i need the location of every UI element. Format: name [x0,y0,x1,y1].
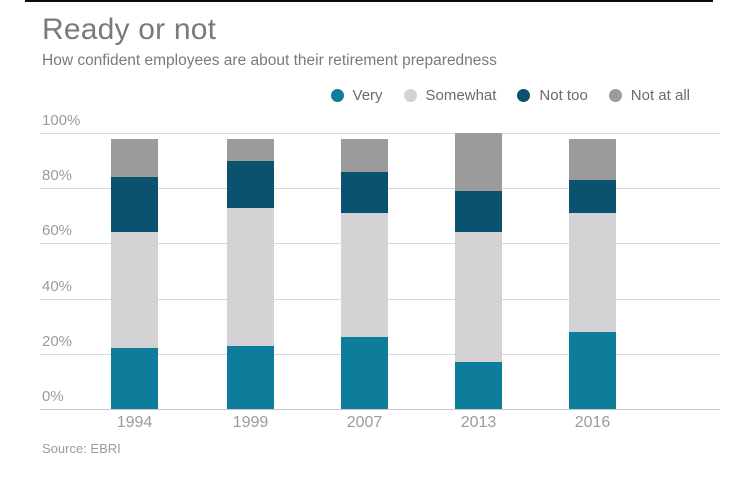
bar-segment-1994-not-too [111,177,158,233]
bar-segment-2016-not-at-all [569,138,616,180]
bar-segment-1999-not-too [227,160,274,208]
source-note: Source: EBRI [42,441,121,456]
y-tick-label-40: 40% [42,277,73,295]
bar-segment-1994-not-at-all [111,138,158,178]
legend-label: Not too [539,87,588,104]
bar-segment-1999-somewhat [227,207,274,346]
y-tick-label-60: 60% [42,222,73,240]
bar-segment-2016-somewhat [569,213,616,332]
chart-title: Ready or not [42,13,217,46]
x-tick-label-2007: 2007 [346,414,383,431]
bar-segment-2007-very [341,337,388,409]
legend-item-very: Very [330,87,383,104]
y-tick-label-20: 20% [42,332,73,350]
legend-item-not-too: Not too [517,87,588,104]
y-tick-label-0: 0% [42,388,64,405]
legend-item-somewhat: Somewhat [403,87,497,104]
legend-item-not-at-all: Not at all [608,87,690,104]
legend-label: Not at all [630,87,690,104]
bar-segment-1994-somewhat [111,232,158,349]
bar-segment-2013-somewhat [455,232,502,363]
x-tick-label-2016: 2016 [574,414,611,431]
bar-segment-2007-not-too [341,171,388,214]
legend-label: Very [352,87,383,104]
x-axis: 1994 1999 2007 2013 2016 [40,414,720,434]
gridline-100 [40,133,720,134]
x-tick-label-1999: 1999 [232,414,269,431]
bar-segment-2013-not-at-all [455,133,502,191]
legend-label: Somewhat [425,87,497,104]
bar-segment-2016-not-too [569,179,616,214]
top-rule [25,0,713,2]
gridline-0 [40,409,720,410]
bar-segment-2007-not-at-all [341,138,388,172]
legend: Very Somewhat Not too Not at all [330,87,690,104]
legend-dot-icon [403,89,417,102]
bar-segment-2013-not-too [455,190,502,233]
legend-dot-icon [330,89,344,102]
bar-segment-2007-somewhat [341,213,388,338]
bar-segment-2013-very [455,362,502,409]
bar-segment-1999-very [227,345,274,409]
y-tick-label-100: 100% [42,112,81,129]
chart-header: Ready or not How confident employees are… [42,13,497,70]
bar-segment-2016-very [569,331,616,409]
bar-segment-1999-not-at-all [227,138,274,161]
bar-segment-1994-very [111,348,158,409]
plot-area: 0% 20% 40% 60% 80% 100% [40,112,720,410]
chart-subtitle: How confident employees are about their … [42,52,497,69]
x-tick-label-2013: 2013 [460,414,497,431]
legend-dot-icon [517,89,531,102]
y-tick-label-80: 80% [42,167,73,185]
legend-dot-icon [608,89,622,102]
x-tick-label-1994: 1994 [116,414,153,431]
